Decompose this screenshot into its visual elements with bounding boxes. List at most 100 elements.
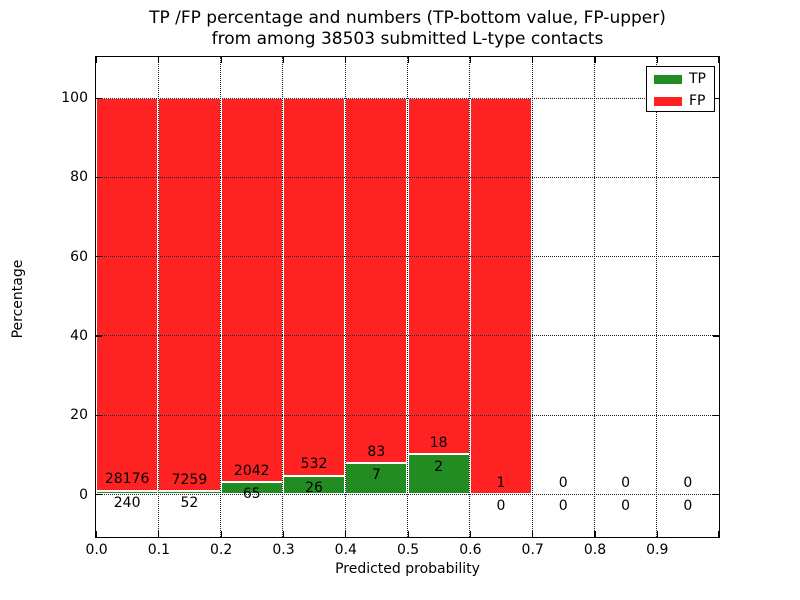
y-tick-label: 80 xyxy=(70,169,88,186)
y-tick-mark xyxy=(96,176,102,178)
gridline-horizontal xyxy=(96,256,719,258)
tp-count-label: 7 xyxy=(371,467,381,484)
x-tick-label: 0.9 xyxy=(646,542,669,558)
tp-count-label: 0 xyxy=(496,498,506,515)
tp-count-label: 65 xyxy=(242,485,261,502)
bar-tp-segment xyxy=(96,490,159,494)
y-tick-mark xyxy=(96,414,102,416)
x-tick-label: 0.4 xyxy=(334,542,357,558)
x-tick-mark xyxy=(220,531,222,537)
y-tick-label: 20 xyxy=(70,407,88,424)
fp-count-label: 7259 xyxy=(171,472,208,488)
x-tick-mark-top xyxy=(282,57,285,63)
gridline-vertical xyxy=(157,57,159,537)
fp-count-label: 18 xyxy=(429,435,448,452)
gridline-vertical xyxy=(531,57,533,537)
x-tick-mark xyxy=(345,531,347,537)
bar-fp-segment xyxy=(469,97,533,494)
y-tick-mark-right xyxy=(713,494,719,496)
legend-label-fp: FP xyxy=(689,93,706,109)
gridline-horizontal xyxy=(96,176,719,178)
y-tick-label: 100 xyxy=(61,90,88,107)
x-tick-mark xyxy=(282,531,285,537)
bar-fp-segment xyxy=(220,97,283,482)
x-tick-mark-top xyxy=(96,57,98,63)
y-tick-mark-right xyxy=(713,256,719,258)
fp-count-label: 1 xyxy=(496,474,506,491)
x-tick-mark xyxy=(407,531,409,537)
gridline-vertical xyxy=(220,57,222,537)
x-axis-label: Predicted probability xyxy=(335,561,480,577)
x-tick-label: 0.3 xyxy=(272,542,295,558)
gridline-horizontal xyxy=(96,97,719,99)
y-tick-label: 60 xyxy=(70,248,88,265)
x-tick-mark xyxy=(717,531,719,537)
x-tick-mark-top xyxy=(532,57,534,63)
gridline-vertical xyxy=(282,57,284,537)
legend-row-tp: TP xyxy=(647,69,714,89)
chart-title-line2: from among 38503 submitted L-type contac… xyxy=(211,29,604,49)
chart-title-line1: TP /FP percentage and numbers (TP-bottom… xyxy=(149,8,666,28)
bar-fp-segment xyxy=(345,97,408,464)
x-tick-mark xyxy=(532,531,534,537)
tp-count-label: 240 xyxy=(113,494,141,511)
legend-label-tp: TP xyxy=(689,71,706,87)
x-tick-label: 0.6 xyxy=(459,542,482,558)
fp-count-label: 83 xyxy=(367,443,386,460)
legend: TP FP xyxy=(646,66,715,112)
bar-tp-segment xyxy=(220,481,283,494)
x-tick-label: 0.1 xyxy=(147,542,171,558)
x-tick-label: 0.0 xyxy=(85,542,108,558)
legend-row-fp: FP xyxy=(647,91,714,111)
x-tick-mark-top xyxy=(407,57,409,63)
x-tick-label: 0.7 xyxy=(521,542,544,558)
gridline-vertical xyxy=(344,57,346,537)
y-axis-label: Percentage xyxy=(10,259,26,339)
y-tick-mark-right xyxy=(713,414,719,416)
fp-count-label: 532 xyxy=(300,456,328,473)
y-tick-mark-right xyxy=(713,97,719,99)
tp-count-label: 52 xyxy=(180,495,199,512)
fp-count-label: 28176 xyxy=(104,471,150,488)
x-tick-mark-top xyxy=(717,57,719,63)
gridline-vertical xyxy=(593,57,595,537)
bar-fp-segment xyxy=(158,97,221,492)
x-tick-mark-top xyxy=(220,57,222,63)
x-tick-mark xyxy=(594,531,596,537)
bar-tp-segment xyxy=(407,454,470,494)
y-tick-mark xyxy=(96,256,102,258)
bar-tp-segment xyxy=(282,475,346,494)
bar-tp-segment xyxy=(345,463,408,494)
y-tick-mark xyxy=(96,335,102,337)
y-tick-mark-right xyxy=(713,335,719,337)
x-tick-mark xyxy=(158,531,160,537)
x-tick-mark xyxy=(469,531,471,537)
x-tick-mark-top xyxy=(656,57,658,63)
tp-count-label: 0 xyxy=(683,498,693,515)
y-tick-label: 0 xyxy=(79,486,88,503)
y-tick-mark xyxy=(96,97,102,99)
tp-count-label: 0 xyxy=(621,498,631,515)
tp-count-label: 2 xyxy=(434,458,444,475)
gridline-horizontal xyxy=(96,335,719,337)
x-tick-mark-top xyxy=(158,57,160,63)
gridline-vertical xyxy=(469,57,471,537)
y-tick-mark-right xyxy=(713,176,719,178)
y-tick-label: 40 xyxy=(70,328,88,344)
fp-count-label: 0 xyxy=(558,474,568,491)
tp-count-label: 0 xyxy=(558,498,568,515)
gridline-vertical xyxy=(656,57,658,537)
bar-tp-segment xyxy=(158,491,221,494)
fp-count-label: 0 xyxy=(683,474,693,491)
plot-area: 28176 240 7259 52 2042 65 532 26 83 7 18 2 1 0 0 0 0 0 0 0 xyxy=(95,56,720,538)
x-tick-label: 0.8 xyxy=(583,542,607,558)
bar-fp-segment xyxy=(282,97,346,476)
x-tick-label: 0.5 xyxy=(396,542,420,558)
x-tick-mark-top xyxy=(469,57,471,63)
fp-swatch-icon xyxy=(654,97,682,106)
gridline-horizontal xyxy=(96,414,719,416)
x-tick-label: 0.2 xyxy=(210,542,233,558)
x-tick-mark xyxy=(96,531,98,537)
bar-fp-segment xyxy=(407,97,470,455)
